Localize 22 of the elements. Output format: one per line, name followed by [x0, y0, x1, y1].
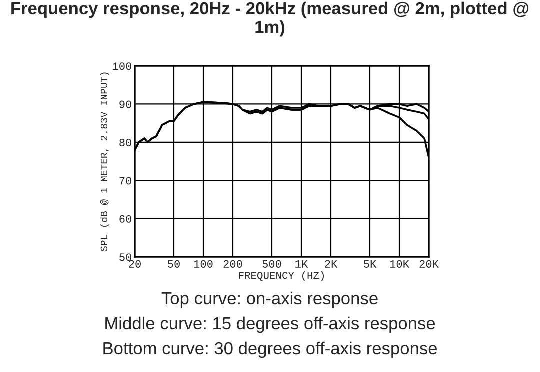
x-tick-label: 20K [420, 260, 439, 268]
y-tick-label: 90 [120, 100, 132, 108]
x-tick-label: 1K [296, 260, 308, 268]
text: Bottom curve: 30 degrees off-axis response [104, 342, 437, 358]
x-tick-label: 20 [129, 260, 141, 268]
x-tick-label: 100 [194, 260, 213, 268]
x-tick-label: 10K [390, 260, 410, 268]
chart-title: Frequency response, 20Hz - 20kHz (measured @ 2m, plotted @ 1m) [12, 2, 529, 37]
y-tick-label: 100 [113, 62, 132, 70]
y-tick-label: 80 [120, 138, 132, 147]
y-tick-label: 50 [120, 254, 132, 262]
text: Middle curve: 15 degrees off-axis response [106, 316, 436, 334]
text: Top curve: on-axis response [162, 292, 378, 308]
y-axis-title: SPL (dB @ 1 METER, 2.83V INPUT) [100, 72, 110, 252]
y-tick-label: 60 [120, 215, 132, 223]
x-tick-label: 2K [325, 260, 338, 268]
x-tick-label: 500 [262, 260, 282, 268]
x-tick-label: 50 [168, 260, 180, 268]
x-tick-label: 200 [224, 260, 242, 268]
x-tick-label: 5K [364, 260, 377, 268]
y-tick-label: 70 [120, 177, 132, 185]
x-axis-title: FREQUENCY (HZ) [239, 272, 324, 282]
